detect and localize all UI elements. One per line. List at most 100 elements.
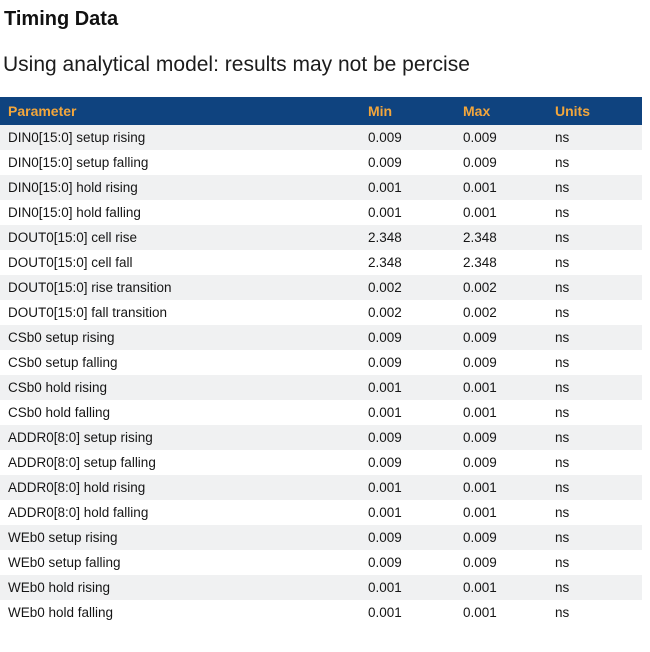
cell-min: 0.009: [360, 350, 455, 375]
cell-units: ns: [547, 125, 642, 150]
table-row: WEb0 setup rising 0.009 0.009 ns: [0, 525, 642, 550]
column-header-units: Units: [547, 97, 642, 125]
cell-max: 0.001: [455, 475, 547, 500]
cell-max: 0.002: [455, 275, 547, 300]
cell-parameter: WEb0 setup rising: [0, 525, 360, 550]
table-row: DOUT0[15:0] cell rise 2.348 2.348 ns: [0, 225, 642, 250]
table-row: DIN0[15:0] setup falling 0.009 0.009 ns: [0, 150, 642, 175]
table-row: DOUT0[15:0] fall transition 0.002 0.002 ns: [0, 300, 642, 325]
table-row: WEb0 hold rising 0.001 0.001 ns: [0, 575, 642, 600]
timing-table-body: DIN0[15:0] setup rising 0.009 0.009 ns DIN0[…: [0, 125, 642, 625]
table-row: ADDR0[8:0] setup rising 0.009 0.009 ns: [0, 425, 642, 450]
cell-parameter: WEb0 hold falling: [0, 600, 360, 625]
cell-parameter: DOUT0[15:0] fall transition: [0, 300, 360, 325]
cell-units: ns: [547, 425, 642, 450]
cell-parameter: DIN0[15:0] hold rising: [0, 175, 360, 200]
cell-min: 0.001: [360, 200, 455, 225]
cell-max: 2.348: [455, 225, 547, 250]
table-row: DOUT0[15:0] rise transition 0.002 0.002 ns: [0, 275, 642, 300]
table-row: CSb0 hold rising 0.001 0.001 ns: [0, 375, 642, 400]
cell-units: ns: [547, 400, 642, 425]
cell-max: 2.348: [455, 250, 547, 275]
cell-units: ns: [547, 300, 642, 325]
cell-parameter: DOUT0[15:0] rise transition: [0, 275, 360, 300]
cell-max: 0.002: [455, 300, 547, 325]
cell-parameter: DIN0[15:0] hold falling: [0, 200, 360, 225]
cell-max: 0.009: [455, 550, 547, 575]
cell-min: 0.001: [360, 475, 455, 500]
table-row: ADDR0[8:0] setup falling 0.009 0.009 ns: [0, 450, 642, 475]
cell-min: 0.002: [360, 300, 455, 325]
cell-parameter: ADDR0[8:0] setup falling: [0, 450, 360, 475]
cell-parameter: DOUT0[15:0] cell fall: [0, 250, 360, 275]
cell-max: 0.009: [455, 125, 547, 150]
table-row: CSb0 setup rising 0.009 0.009 ns: [0, 325, 642, 350]
cell-units: ns: [547, 250, 642, 275]
cell-max: 0.009: [455, 325, 547, 350]
cell-max: 0.001: [455, 500, 547, 525]
cell-min: 0.009: [360, 125, 455, 150]
table-row: CSb0 hold falling 0.001 0.001 ns: [0, 400, 642, 425]
cell-parameter: DOUT0[15:0] cell rise: [0, 225, 360, 250]
page-title: Timing Data: [4, 8, 119, 30]
cell-parameter: CSb0 hold falling: [0, 400, 360, 425]
cell-max: 0.009: [455, 350, 547, 375]
cell-min: 0.009: [360, 550, 455, 575]
cell-units: ns: [547, 600, 642, 625]
cell-units: ns: [547, 500, 642, 525]
cell-units: ns: [547, 475, 642, 500]
cell-units: ns: [547, 275, 642, 300]
cell-min: 0.009: [360, 150, 455, 175]
cell-min: 0.009: [360, 450, 455, 475]
cell-parameter: CSb0 setup rising: [0, 325, 360, 350]
page-subtitle: Using analytical model: results may not …: [3, 53, 470, 76]
cell-min: 0.001: [360, 575, 455, 600]
table-row: DOUT0[15:0] cell fall 2.348 2.348 ns: [0, 250, 642, 275]
cell-parameter: CSb0 hold rising: [0, 375, 360, 400]
table-header-row: Parameter Min Max Units: [0, 97, 642, 125]
cell-max: 0.001: [455, 200, 547, 225]
cell-parameter: ADDR0[8:0] setup rising: [0, 425, 360, 450]
cell-parameter: ADDR0[8:0] hold falling: [0, 500, 360, 525]
cell-min: 0.009: [360, 425, 455, 450]
table-row: ADDR0[8:0] hold falling 0.001 0.001 ns: [0, 500, 642, 525]
cell-units: ns: [547, 200, 642, 225]
cell-units: ns: [547, 525, 642, 550]
cell-min: 0.009: [360, 525, 455, 550]
cell-units: ns: [547, 550, 642, 575]
cell-max: 0.001: [455, 575, 547, 600]
cell-min: 0.001: [360, 175, 455, 200]
table-row: DIN0[15:0] hold rising 0.001 0.001 ns: [0, 175, 642, 200]
cell-units: ns: [547, 325, 642, 350]
cell-units: ns: [547, 375, 642, 400]
cell-max: 0.001: [455, 375, 547, 400]
cell-max: 0.009: [455, 450, 547, 475]
table-row: CSb0 setup falling 0.009 0.009 ns: [0, 350, 642, 375]
cell-units: ns: [547, 450, 642, 475]
cell-units: ns: [547, 350, 642, 375]
column-header-max: Max: [455, 97, 547, 125]
column-header-min: Min: [360, 97, 455, 125]
table-row: DIN0[15:0] hold falling 0.001 0.001 ns: [0, 200, 642, 225]
cell-parameter: ADDR0[8:0] hold rising: [0, 475, 360, 500]
table-header: Parameter Min Max Units: [0, 97, 642, 125]
timing-data-table: Parameter Min Max Units DIN0[15:0] setup…: [0, 97, 642, 625]
cell-min: 2.348: [360, 250, 455, 275]
cell-min: 0.001: [360, 400, 455, 425]
cell-min: 0.002: [360, 275, 455, 300]
cell-max: 0.009: [455, 525, 547, 550]
cell-units: ns: [547, 575, 642, 600]
cell-max: 0.009: [455, 425, 547, 450]
table-row: DIN0[15:0] setup rising 0.009 0.009 ns: [0, 125, 642, 150]
cell-max: 0.001: [455, 600, 547, 625]
cell-parameter: WEb0 hold rising: [0, 575, 360, 600]
cell-parameter: CSb0 setup falling: [0, 350, 360, 375]
cell-min: 2.348: [360, 225, 455, 250]
cell-units: ns: [547, 175, 642, 200]
cell-parameter: DIN0[15:0] setup rising: [0, 125, 360, 150]
cell-parameter: DIN0[15:0] setup falling: [0, 150, 360, 175]
cell-min: 0.001: [360, 500, 455, 525]
cell-min: 0.009: [360, 325, 455, 350]
table-row: WEb0 hold falling 0.001 0.001 ns: [0, 600, 642, 625]
cell-units: ns: [547, 225, 642, 250]
